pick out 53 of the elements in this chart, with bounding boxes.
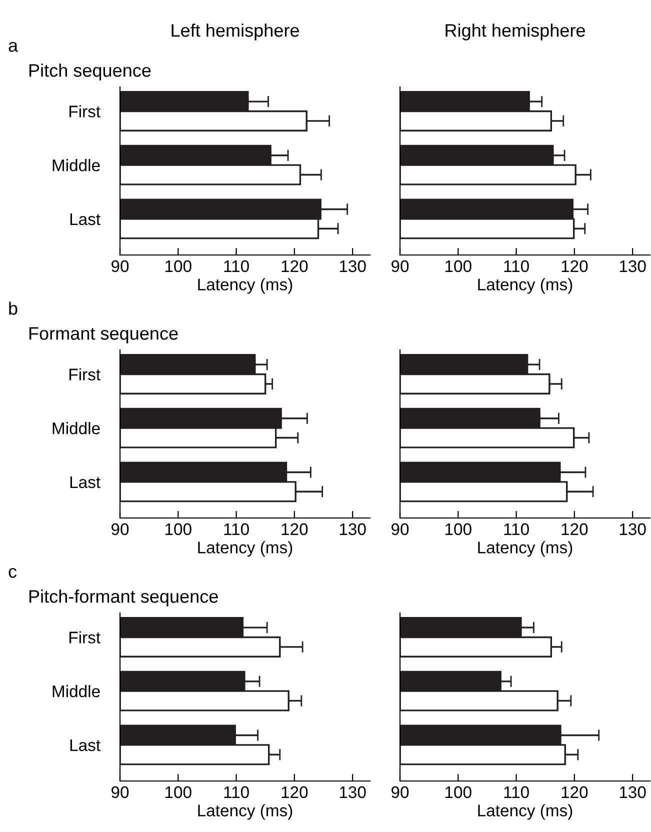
chart-title: Right hemisphere [446,24,585,40]
x-tick-label: 120 [562,260,588,272]
y-tick-label: Last [70,213,100,226]
x-tick-label: 110 [224,523,249,536]
x-tick-label: 90 [392,260,409,272]
chart-title: Left hemisphere [172,24,299,40]
x-tick-label: 90 [112,260,129,272]
x-tick-label: 110 [224,260,249,272]
x-axis-title: Latency (ms) [198,804,292,820]
x-tick-label: 100 [446,523,472,536]
y-tick-label: Middle [52,422,100,434]
y-tick-label: Last [70,739,100,752]
x-tick-label: 110 [224,786,249,798]
x-tick-label: 130 [340,523,366,536]
chart-subtitle: Formant sequence [29,327,178,344]
y-tick-label: First [70,368,100,380]
x-tick-label: 100 [446,260,472,272]
x-tick-label: 130 [340,260,366,272]
x-tick-label: 100 [166,523,192,536]
x-tick-label: 120 [282,523,308,536]
x-axis-title: Latency (ms) [198,278,292,294]
x-tick-label: 130 [340,786,366,798]
x-tick-label: 110 [504,786,529,798]
x-axis-title: Latency (ms) [478,278,572,294]
x-tick-label: 90 [112,786,129,798]
y-tick-label: Last [70,476,100,488]
x-tick-label: 120 [282,786,308,798]
x-tick-label: 100 [446,786,472,798]
y-tick-label: First [70,105,100,118]
x-tick-label: 90 [112,523,129,536]
text: b [9,302,18,315]
x-tick-label: 110 [504,523,529,536]
chart-subtitle: Pitch-formant sequence [29,590,218,606]
x-tick-label: 120 [562,786,588,798]
text: a [8,42,18,52]
x-tick-label: 110 [504,260,529,272]
x-tick-label: 100 [166,260,192,272]
chart-subtitle: Pitch sequence [29,64,151,80]
y-tick-label: Middle [52,685,100,698]
x-tick-label: 130 [620,523,646,536]
text: c [8,568,17,578]
x-tick-label: 90 [392,523,409,536]
x-tick-label: 130 [620,260,646,272]
x-tick-label: 100 [166,786,192,798]
x-axis-title: Latency (ms) [478,541,572,557]
y-tick-label: Middle [52,159,100,172]
x-axis-title: Latency (ms) [198,541,292,557]
y-tick-label: First [70,631,100,644]
x-tick-label: 90 [392,786,409,798]
x-tick-label: 120 [282,260,308,272]
x-tick-label: 130 [620,786,646,798]
x-axis-title: Latency (ms) [478,804,572,820]
x-tick-label: 120 [562,523,588,536]
